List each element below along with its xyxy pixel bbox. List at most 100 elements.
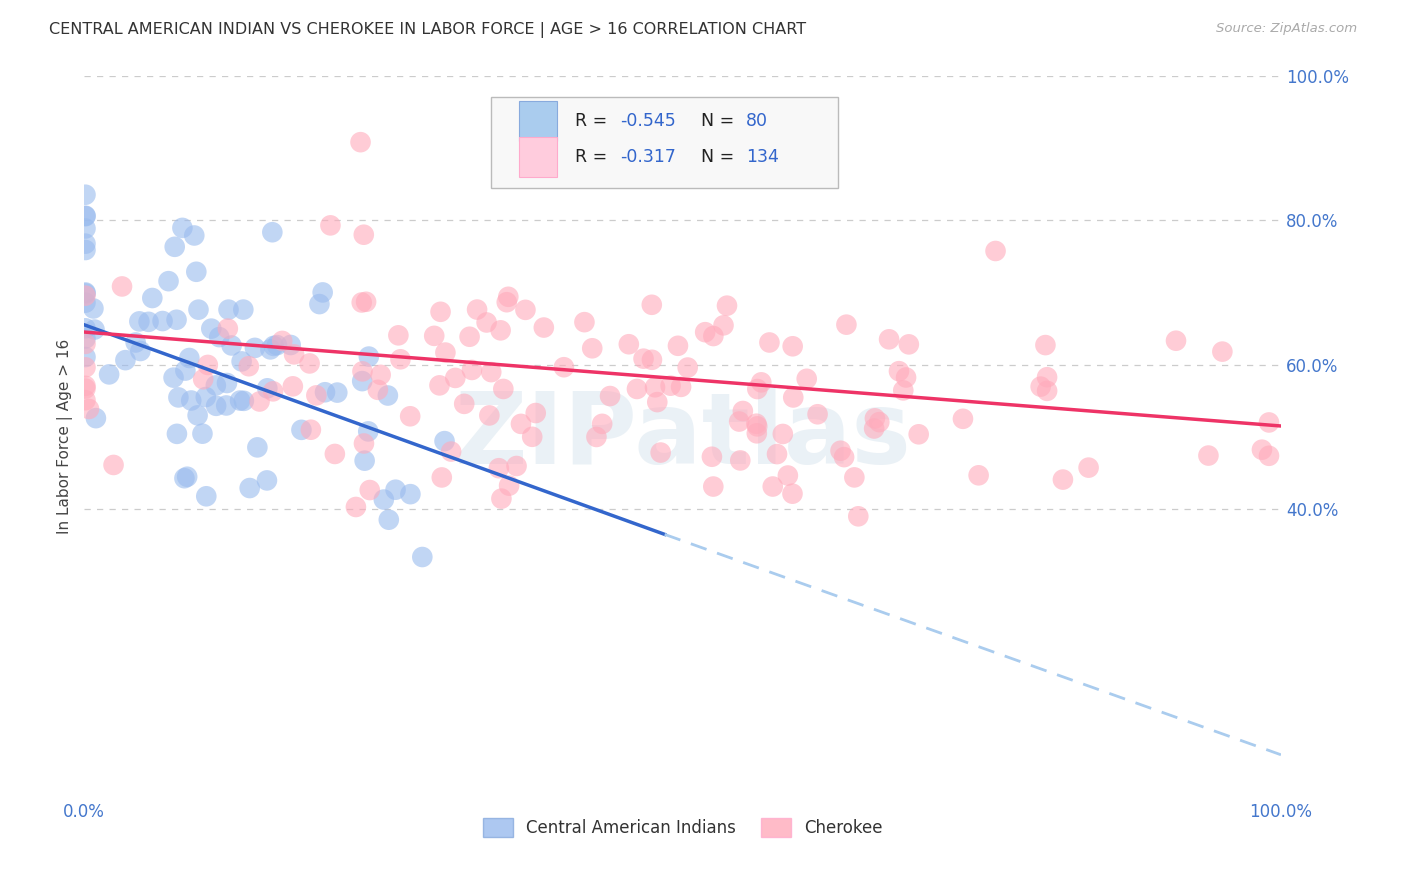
- Point: [195, 489, 218, 503]
- Point: [75, 360, 97, 375]
- Point: [298, 356, 321, 370]
- Point: [157, 274, 180, 288]
- Point: [967, 468, 990, 483]
- Point: [166, 426, 188, 441]
- Point: [263, 339, 285, 353]
- Point: [758, 335, 780, 350]
- Point: [505, 458, 527, 473]
- Point: [1036, 384, 1059, 398]
- Point: [645, 395, 668, 409]
- Point: [194, 390, 217, 404]
- Text: 80: 80: [747, 112, 768, 130]
- Point: [599, 389, 621, 403]
- Text: Source: ZipAtlas.com: Source: ZipAtlas.com: [1216, 22, 1357, 36]
- Point: [114, 353, 136, 368]
- Point: [782, 391, 804, 405]
- Point: [205, 399, 228, 413]
- Point: [832, 450, 855, 464]
- Point: [897, 337, 920, 351]
- Point: [863, 421, 886, 435]
- Point: [877, 332, 900, 346]
- Point: [75, 295, 97, 310]
- Point: [75, 221, 97, 235]
- Text: -0.545: -0.545: [620, 112, 676, 130]
- FancyBboxPatch shape: [491, 97, 838, 187]
- Point: [319, 219, 342, 233]
- Point: [200, 321, 222, 335]
- Point: [585, 430, 607, 444]
- Point: [77, 401, 100, 416]
- Point: [1258, 449, 1281, 463]
- Point: [187, 302, 209, 317]
- Point: [479, 365, 502, 379]
- Point: [354, 294, 377, 309]
- Point: [128, 314, 150, 328]
- Point: [290, 423, 312, 437]
- Point: [766, 447, 789, 461]
- Point: [359, 483, 381, 497]
- Point: [1197, 449, 1219, 463]
- Point: [197, 358, 219, 372]
- Point: [676, 360, 699, 375]
- Point: [713, 318, 735, 333]
- Point: [430, 470, 453, 484]
- Point: [217, 321, 239, 335]
- Point: [498, 290, 520, 304]
- Point: [83, 322, 105, 336]
- Point: [283, 347, 305, 361]
- Point: [695, 325, 717, 339]
- Point: [246, 441, 269, 455]
- Point: [215, 399, 238, 413]
- Point: [952, 412, 974, 426]
- Point: [389, 352, 412, 367]
- Point: [387, 328, 409, 343]
- Point: [262, 225, 284, 239]
- Point: [745, 426, 768, 441]
- Point: [453, 397, 475, 411]
- Point: [650, 445, 672, 459]
- Point: [700, 450, 723, 464]
- Point: [868, 415, 890, 429]
- Point: [524, 406, 547, 420]
- Point: [75, 393, 97, 408]
- Point: [174, 363, 197, 377]
- FancyBboxPatch shape: [519, 137, 557, 177]
- Legend: Central American Indians, Cherokee: Central American Indians, Cherokee: [477, 812, 890, 844]
- Point: [491, 491, 513, 506]
- Point: [495, 295, 517, 310]
- Point: [352, 364, 374, 378]
- Point: [475, 316, 498, 330]
- Point: [747, 419, 769, 434]
- Point: [633, 351, 655, 366]
- Point: [492, 382, 515, 396]
- Point: [835, 318, 858, 332]
- Point: [745, 417, 768, 431]
- Point: [399, 487, 422, 501]
- Text: R =: R =: [575, 148, 613, 166]
- Point: [357, 425, 380, 439]
- Point: [326, 385, 349, 400]
- Point: [299, 423, 322, 437]
- Y-axis label: In Labor Force | Age > 16: In Labor Force | Age > 16: [58, 339, 73, 534]
- Point: [730, 453, 752, 467]
- Point: [266, 338, 288, 352]
- Point: [728, 415, 751, 429]
- Point: [762, 479, 785, 493]
- Point: [176, 469, 198, 483]
- Point: [353, 436, 375, 450]
- Point: [465, 302, 488, 317]
- Point: [238, 359, 260, 374]
- Point: [806, 407, 828, 421]
- Point: [163, 240, 186, 254]
- Point: [716, 299, 738, 313]
- Point: [772, 427, 794, 442]
- Point: [208, 330, 231, 344]
- Point: [183, 228, 205, 243]
- Text: 134: 134: [747, 148, 779, 166]
- Point: [75, 236, 97, 251]
- Point: [166, 312, 188, 326]
- Point: [152, 314, 174, 328]
- Point: [429, 305, 451, 319]
- Point: [830, 443, 852, 458]
- Point: [515, 302, 537, 317]
